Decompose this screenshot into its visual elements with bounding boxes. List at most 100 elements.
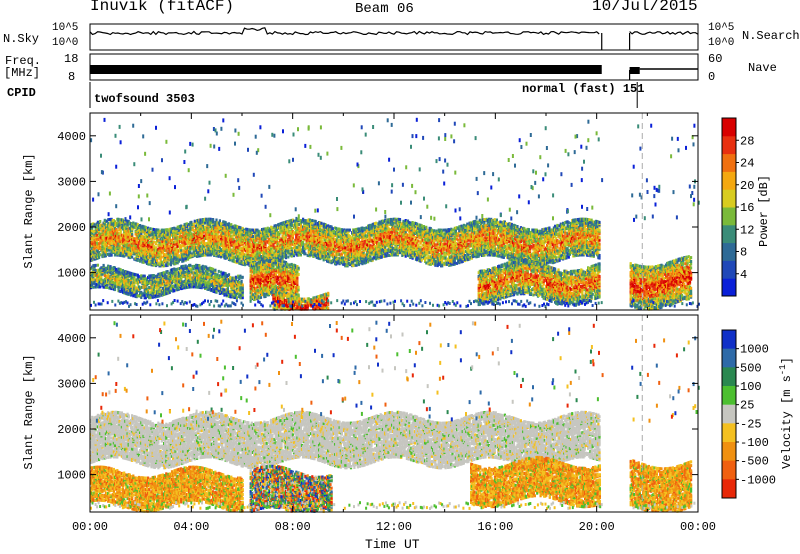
- echo-cell: [179, 258, 181, 261]
- echo-cell: [291, 247, 293, 250]
- echo-cell: [249, 250, 251, 253]
- echo-cell: [153, 245, 155, 248]
- echo-cell: [153, 241, 155, 244]
- echo-cell: [349, 229, 351, 232]
- echo-cell: [432, 248, 434, 251]
- echo-cell: [285, 236, 287, 239]
- echo-cell: [443, 262, 445, 265]
- echo-cell: [163, 264, 165, 267]
- echo-cell: [433, 229, 435, 232]
- echo-cell: [416, 223, 418, 226]
- echo-cell: [153, 228, 155, 231]
- echo-cell: [205, 218, 207, 221]
- echo-cell: [258, 230, 260, 233]
- echo-cell: [377, 227, 379, 230]
- echo-cell: [168, 263, 170, 266]
- echo-cell: [99, 253, 101, 256]
- echo-cell: [331, 232, 333, 235]
- echo-cell: [344, 246, 346, 249]
- echo-cell: [133, 237, 135, 240]
- rti-chart: 1000200030004000481216202428100020003000…: [0, 0, 800, 554]
- echo-cell: [337, 239, 339, 242]
- echo-cell: [103, 227, 105, 230]
- echo-cell: [340, 241, 342, 244]
- echo-cell: [254, 249, 256, 252]
- echo-cell: [99, 220, 101, 223]
- echo-cell: [189, 226, 191, 229]
- power-panel: [90, 113, 739, 311]
- freq-band: [90, 65, 602, 74]
- echo-cell: [170, 258, 172, 261]
- echo-cell: [285, 254, 287, 257]
- echo-cell: [169, 236, 171, 239]
- echo-cell: [161, 256, 163, 259]
- echo-cell: [417, 240, 419, 243]
- echo-cell: [287, 256, 289, 259]
- echo-cell: [149, 227, 151, 230]
- echo-cell: [120, 230, 122, 233]
- echo-cell: [92, 230, 94, 233]
- echo-cell: [156, 259, 158, 262]
- echo-cell: [104, 223, 106, 226]
- nsky-line: [90, 28, 698, 35]
- echo-cell: [111, 242, 113, 245]
- echo-cell: [402, 220, 404, 223]
- echo-cell: [239, 226, 241, 229]
- echo-cell: [137, 259, 139, 262]
- echo-cell: [399, 218, 401, 221]
- echo-cell: [420, 246, 422, 249]
- echo-cell: [111, 254, 113, 257]
- echo-cell: [246, 228, 248, 231]
- echo-cell: [311, 219, 313, 222]
- echo-cell: [319, 228, 321, 231]
- echo-cell: [91, 238, 93, 241]
- echo-cell: [341, 243, 343, 246]
- echo-cell: [299, 228, 301, 231]
- echo-cell: [369, 224, 371, 227]
- echo-cell: [252, 235, 254, 238]
- echo-cell: [179, 254, 181, 257]
- echo-cell: [219, 219, 221, 222]
- echo-cell: [442, 229, 444, 232]
- echo-cell: [391, 254, 393, 257]
- echo-cell: [370, 234, 372, 237]
- echo-cell: [375, 222, 377, 225]
- echo-cell: [441, 264, 443, 267]
- echo-cell: [304, 252, 306, 255]
- echo-cell: [381, 256, 383, 259]
- echo-cell: [332, 227, 334, 230]
- echo-cell: [116, 229, 118, 232]
- echo-cell: [168, 245, 170, 248]
- echo-cell: [230, 223, 232, 226]
- echo-cell: [431, 229, 433, 232]
- echo-cell: [259, 237, 261, 240]
- echo-cell: [311, 222, 313, 225]
- echo-cell: [342, 256, 344, 259]
- echo-cell: [385, 254, 387, 257]
- echo-cell: [315, 223, 317, 226]
- echo-cell: [396, 236, 398, 239]
- echo-cell: [426, 229, 428, 232]
- echo-cell: [194, 220, 196, 223]
- echo-cell: [212, 218, 214, 221]
- freq-strip: [90, 54, 698, 80]
- freq-band-2: [630, 67, 640, 74]
- echo-cell: [425, 256, 427, 259]
- echo-cell: [417, 243, 419, 246]
- echo-cell: [155, 246, 157, 249]
- echo-cell: [131, 256, 133, 259]
- echo-cell: [425, 262, 427, 265]
- echo-cell: [199, 218, 201, 221]
- echo-cell: [315, 220, 317, 223]
- echo-cell: [320, 222, 322, 225]
- echo-cell: [148, 260, 150, 263]
- echo-cell: [264, 243, 266, 246]
- echo-cell: [441, 261, 443, 264]
- echo-cell: [215, 219, 217, 222]
- echo-cell: [421, 259, 423, 262]
- echo-cell: [234, 240, 236, 243]
- echo-cell: [173, 256, 175, 259]
- echo-cell: [425, 226, 427, 229]
- nsky-frame: [90, 24, 698, 50]
- echo-cell: [339, 228, 341, 231]
